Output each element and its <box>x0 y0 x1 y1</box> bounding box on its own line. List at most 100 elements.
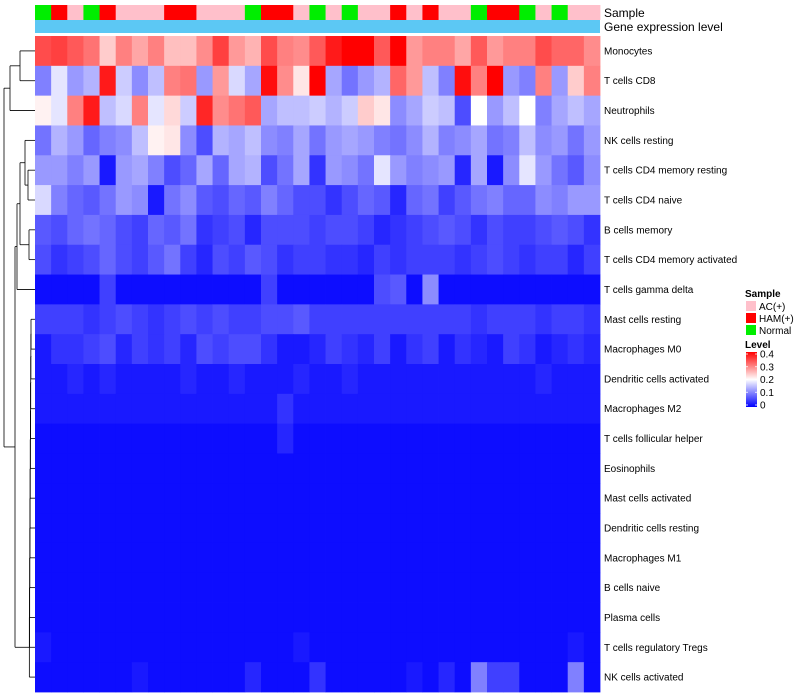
heatmap-cell <box>454 36 472 67</box>
heatmap-cell <box>535 393 552 425</box>
heatmap-cell <box>67 95 84 126</box>
heatmap-cell <box>390 65 407 97</box>
heatmap-cell <box>519 334 536 365</box>
sample-cell <box>148 5 165 20</box>
heatmap-cell <box>551 602 569 633</box>
heatmap-cell <box>551 304 569 335</box>
heatmap-cell <box>374 542 391 574</box>
heatmap-cell <box>567 334 585 365</box>
heatmap-cell <box>164 542 181 574</box>
row-label: Plasma cells <box>604 613 660 624</box>
heatmap-cell <box>519 542 536 574</box>
heatmap-cell <box>309 334 326 365</box>
heatmap-cell <box>164 155 181 186</box>
heatmap-cell <box>406 185 423 216</box>
legend-sample-label: AC(+) <box>759 302 785 313</box>
heatmap-cell <box>422 125 439 156</box>
heatmap-cell <box>325 572 343 603</box>
heatmap-cell <box>519 244 536 275</box>
row-label: Neutrophils <box>604 106 655 117</box>
heatmap-cell <box>115 483 133 514</box>
sample-cell <box>277 5 294 20</box>
heatmap-cell <box>503 274 520 305</box>
heatmap-cell <box>67 334 84 365</box>
row-label: T cells CD4 naive <box>604 196 683 207</box>
heatmap-cell <box>180 125 197 156</box>
heatmap-cell <box>244 244 262 275</box>
heatmap-cell <box>35 36 52 67</box>
heatmap-cell <box>83 632 100 663</box>
heatmap-cell <box>83 453 100 484</box>
row-label: Macrophages M2 <box>604 404 682 415</box>
heatmap-cell <box>583 423 601 454</box>
heatmap-cell <box>212 304 230 335</box>
heatmap-cell <box>341 364 359 395</box>
heatmap-cell <box>357 155 375 186</box>
heatmap-cell <box>196 36 213 67</box>
heatmap-cell <box>277 274 294 305</box>
heatmap-cell <box>503 95 520 126</box>
heatmap-cell <box>406 423 423 454</box>
heatmap-cell <box>196 453 213 484</box>
heatmap-cell <box>406 453 423 484</box>
heatmap-cell <box>51 423 68 454</box>
heatmap-cell <box>390 364 407 395</box>
heatmap-cell <box>487 662 504 693</box>
row-label: Mast cells activated <box>604 494 691 505</box>
heatmap-cell <box>309 36 326 67</box>
gene-expression-annotation-bar <box>35 20 600 33</box>
heatmap-cell <box>83 662 100 693</box>
heatmap-cell <box>374 483 391 514</box>
heatmap-cell <box>406 244 423 275</box>
heatmap-cell <box>228 364 246 395</box>
heatmap-cell <box>99 602 117 633</box>
heatmap-cell <box>309 513 326 544</box>
heatmap-cell <box>228 155 246 186</box>
heatmap-cell <box>357 214 375 246</box>
heatmap-cell <box>325 274 343 305</box>
heatmap-cell <box>164 185 181 216</box>
heatmap-cell <box>341 483 359 514</box>
heatmap-cell <box>390 125 407 156</box>
heatmap-cell <box>357 662 375 693</box>
heatmap-cell <box>35 453 52 484</box>
heatmap-cell <box>374 155 391 186</box>
heatmap-cell <box>164 423 181 454</box>
heatmap-cell <box>374 423 391 454</box>
legend-level-tick-label: 0.4 <box>760 350 774 361</box>
heatmap-cell <box>51 542 68 574</box>
heatmap-cell <box>535 304 552 335</box>
heatmap-cell <box>357 423 375 454</box>
heatmap-cell <box>277 423 294 454</box>
heatmap-cell <box>180 65 197 97</box>
heatmap-cell <box>277 65 294 97</box>
heatmap-cell <box>148 185 165 216</box>
heatmap-cell <box>148 542 165 574</box>
heatmap-cell <box>535 185 552 216</box>
heatmap-cell <box>487 274 504 305</box>
heatmap-cell <box>325 95 343 126</box>
heatmap-cell <box>261 274 278 305</box>
sample-cell <box>99 5 117 20</box>
heatmap-cell <box>454 304 472 335</box>
heatmap-cell <box>583 274 601 305</box>
heatmap-cell <box>341 304 359 335</box>
heatmap-cell <box>115 95 133 126</box>
heatmap-cell <box>583 36 601 67</box>
heatmap-cell <box>551 483 569 514</box>
heatmap-cell <box>67 304 84 335</box>
heatmap-cell <box>83 125 100 156</box>
heatmap-cell <box>180 36 197 67</box>
heatmap-cell <box>164 65 181 97</box>
heatmap-cell <box>470 95 488 126</box>
heatmap-cell <box>180 542 197 574</box>
heatmap-cell <box>131 244 149 275</box>
heatmap-cell <box>261 304 278 335</box>
heatmap-cell <box>357 185 375 216</box>
heatmap-cell <box>180 513 197 544</box>
heatmap-cell <box>83 65 100 97</box>
row-label: Macrophages M0 <box>604 345 682 356</box>
heatmap-cell <box>438 453 456 484</box>
heatmap-cell <box>131 393 149 425</box>
heatmap-cell <box>309 185 326 216</box>
